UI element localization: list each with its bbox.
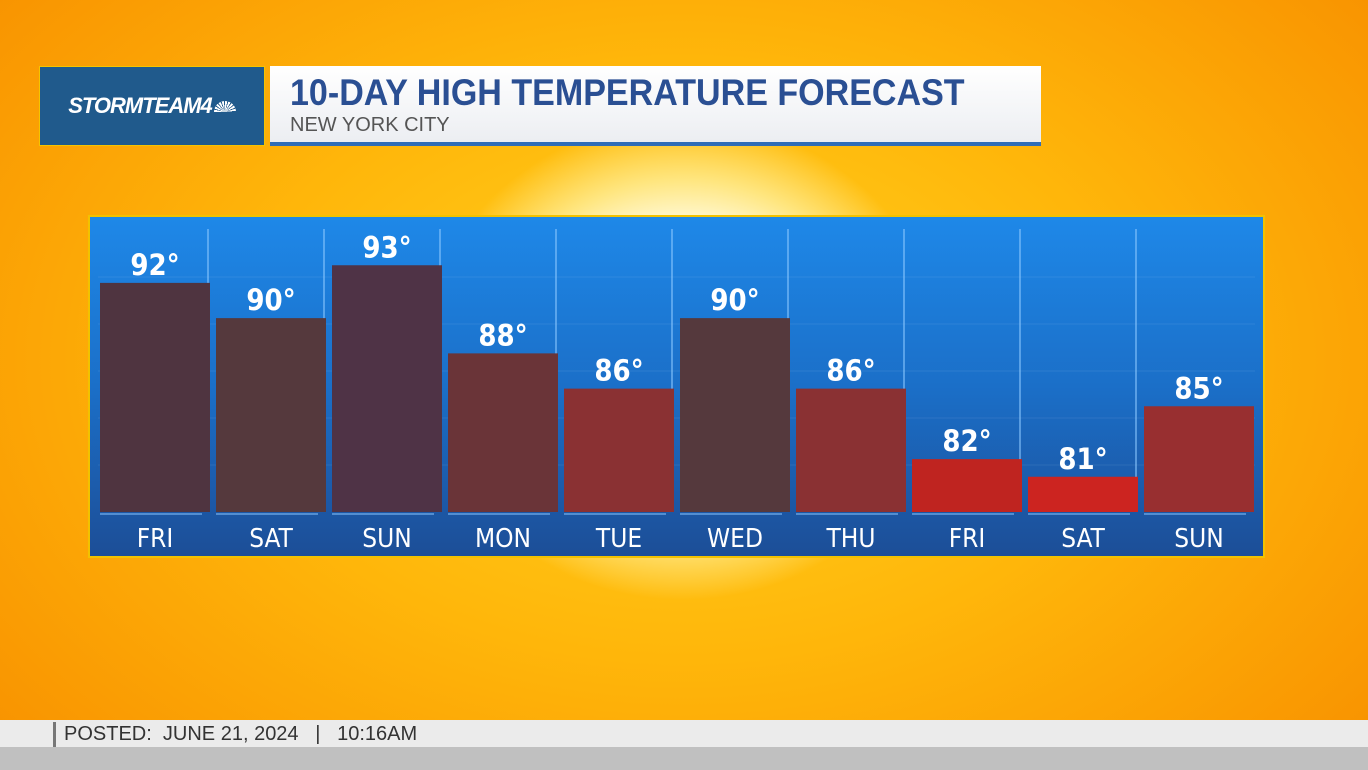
bar-sat-8 (1028, 476, 1138, 512)
header-box: 10-DAY HIGH TEMPERATURE FORECAST NEW YOR… (270, 66, 1041, 146)
bar-wed-5 (680, 318, 790, 512)
day-label: TUE (595, 524, 642, 554)
footer-divider (53, 722, 56, 747)
day-label: SAT (1061, 524, 1105, 554)
location-subtitle: NEW YORK CITY (290, 114, 450, 136)
page-title: 10-DAY HIGH TEMPERATURE FORECAST (290, 72, 965, 113)
value-label: 92° (130, 248, 179, 282)
bar-sun-9 (1144, 406, 1254, 512)
bar-sat-1 (216, 318, 326, 512)
posted-time: 10:16AM (337, 723, 418, 745)
bar-sun-2 (332, 265, 442, 512)
bar-tue-4 (564, 388, 674, 512)
day-label: SUN (362, 524, 411, 554)
day-label: SUN (1174, 524, 1223, 554)
value-label: 93° (362, 230, 411, 264)
posted-text: POSTED: JUNE 21, 2024 | 10:16AM (64, 723, 417, 746)
value-label: 90° (710, 283, 759, 317)
stormteam4-logo: STORMTEAM4 (39, 66, 265, 146)
day-label: MON (475, 524, 531, 554)
day-label: THU (825, 524, 875, 554)
posted-label: POSTED: (64, 723, 152, 745)
bar-fri-0 (100, 282, 210, 512)
value-label: 86° (594, 354, 643, 388)
day-label: WED (707, 524, 763, 554)
bar-thu-6 (796, 388, 906, 512)
day-label: SAT (249, 524, 293, 554)
posted-date: JUNE 21, 2024 (162, 723, 299, 745)
day-label: FRI (137, 524, 174, 554)
value-label: 88° (478, 318, 527, 352)
logo-text: STORMTEAM4 (68, 93, 213, 118)
nbc-peacock-icon (213, 100, 236, 112)
value-label: 86° (826, 354, 875, 388)
value-label: 82° (942, 424, 991, 458)
chart-panel: 92° FRI 90° SAT 93° SUN 88° MON 86° TUE 90° WED 86° T… (88, 215, 1265, 558)
value-label: 85° (1174, 371, 1223, 405)
value-label: 90° (246, 283, 295, 317)
value-label: 81° (1058, 442, 1107, 476)
bar-mon-3 (448, 353, 558, 512)
temperature-bar-chart: 92° FRI 90° SAT 93° SUN 88° MON 86° TUE 90° WED 86° T… (98, 229, 1255, 554)
day-label: FRI (949, 524, 986, 554)
bottom-strip (0, 747, 1368, 770)
posted-separator: | (315, 723, 321, 745)
footer-bar: POSTED: JUNE 21, 2024 | 10:16AM (0, 720, 1368, 747)
bar-fri-7 (912, 459, 1022, 512)
